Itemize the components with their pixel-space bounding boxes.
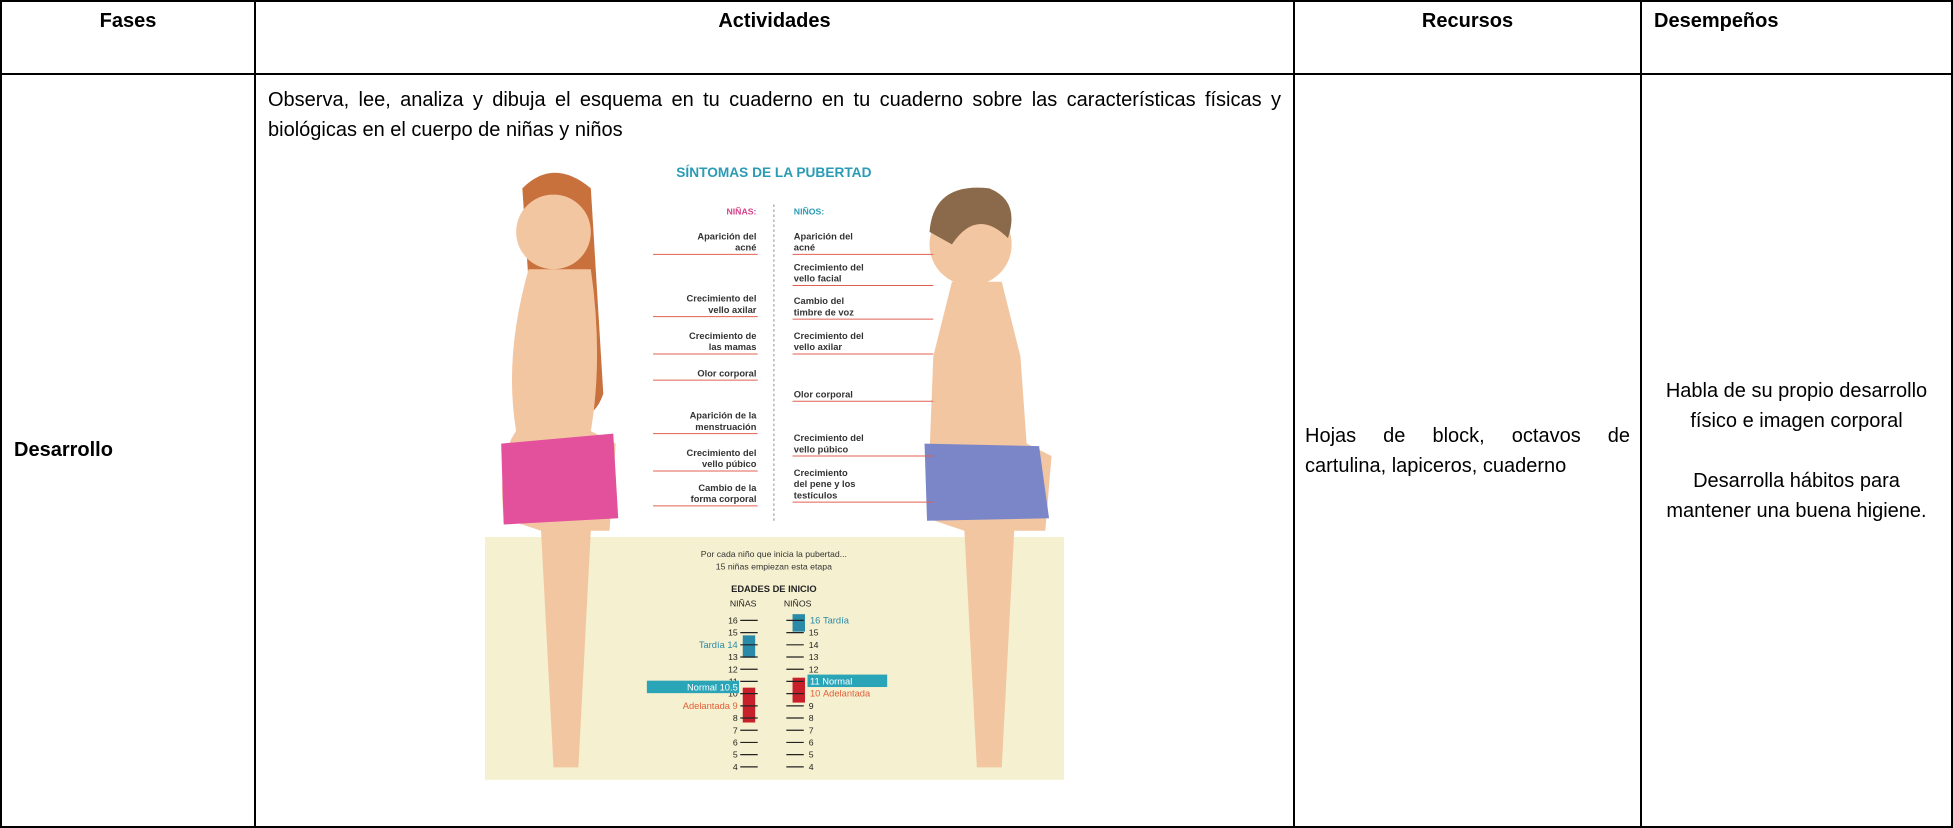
- infographic-title: SÍNTOMAS DE LA PUBERTAD: [676, 165, 871, 180]
- marker-box: [646, 680, 740, 694]
- boy-label: del pene y los: [794, 479, 856, 489]
- girl-label: acné: [735, 243, 756, 253]
- ages-note: 15 niñas empiezan esta etapa: [716, 561, 832, 571]
- girl-figure: [501, 172, 619, 768]
- marker-label: Adelantada: [823, 689, 871, 699]
- girl-label: Crecimiento del: [686, 294, 756, 304]
- age-label: 4: [733, 762, 738, 772]
- marker-box: [807, 674, 888, 688]
- marker-label: Normal: [687, 683, 717, 693]
- infographic: SÍNTOMAS DE LA PUBERTAD NIÑAS: NIÑOS: Apari…: [485, 157, 1064, 780]
- age-label: 15: [728, 628, 738, 638]
- girl-label: vello púbico: [702, 459, 757, 469]
- boy-label: Olor corporal: [794, 390, 853, 400]
- performance-cell: Habla de su propio desarrollo físico e i…: [1640, 73, 1953, 828]
- age-label: 15: [809, 628, 819, 638]
- girl-label: Cambio de la: [698, 483, 757, 493]
- age-label: 5: [733, 750, 738, 760]
- age-label: 4: [809, 762, 814, 772]
- age-label: 10: [728, 689, 738, 699]
- age-label: 9: [809, 701, 814, 711]
- boy-label: timbre de voz: [794, 307, 854, 317]
- boy-label: testículos: [794, 490, 838, 500]
- marker-age: 9: [733, 701, 738, 711]
- phase-cell: Desarrollo: [0, 73, 256, 828]
- ages-boys-heading: NIÑOS: [784, 599, 812, 609]
- ages-note: Por cada niño que inicia la pubertad...: [701, 549, 847, 559]
- activity-text: Observa, lee, analiza y dibuja el esquem…: [268, 89, 1281, 141]
- girl-age-marker: Normal 10.5: [687, 683, 738, 693]
- boy-label: vello axilar: [794, 342, 843, 352]
- age-label: 8: [733, 713, 738, 723]
- age-label: 6: [809, 738, 814, 748]
- boy-label: Crecimiento del: [794, 331, 864, 341]
- boy-age-marker: 10 Adelantada: [810, 689, 871, 699]
- marker-age: 10.5: [720, 683, 738, 693]
- girl-label: Olor corporal: [697, 368, 756, 378]
- header-cell: Actividades: [254, 0, 1295, 75]
- age-label: 12: [728, 664, 738, 674]
- age-label: 7: [809, 725, 814, 735]
- header-cell: Desempeños: [1640, 0, 1953, 75]
- girl-label: Aparición del: [697, 231, 756, 241]
- marker-age: 14: [727, 640, 737, 650]
- activity-cell: Observa, lee, analiza y dibuja el esquem…: [254, 73, 1295, 828]
- marker-age: 10: [810, 689, 820, 699]
- age-label: 16: [728, 616, 738, 626]
- girl-label: Crecimiento de: [689, 331, 756, 341]
- age-label: 12: [809, 664, 819, 674]
- age-label: 5: [809, 750, 814, 760]
- performance-text: Habla de su propio desarrollo físico e i…: [1665, 379, 1928, 432]
- boy-label: vello facial: [794, 274, 842, 284]
- marker-label: Adelantada: [683, 701, 731, 711]
- boy-age-marker: 11 Normal: [810, 677, 852, 687]
- boy-label: acné: [794, 243, 815, 253]
- girl-label: vello axilar: [708, 305, 757, 315]
- age-label: 6: [733, 738, 738, 748]
- ages-title: EDADES DE INICIO: [731, 584, 817, 594]
- marker-label: Tardía: [823, 616, 850, 626]
- age-label: 7: [733, 725, 738, 735]
- body-row: Desarrollo Observa, lee, analiza y dibuj…: [0, 73, 1953, 828]
- ages-girls-heading: NIÑAS: [730, 599, 757, 609]
- marker-age: 16: [810, 616, 820, 626]
- header-cell: Fases: [0, 0, 256, 75]
- boy-figure: [924, 187, 1052, 768]
- boy-label: vello púbico: [794, 444, 849, 454]
- marker-label: Tardía: [699, 640, 726, 650]
- age-label: 13: [809, 652, 819, 662]
- girl-age-marker: Tardía 14: [699, 640, 738, 650]
- age-label: 14: [809, 640, 819, 650]
- marker-age: 11: [810, 677, 820, 687]
- header-cell: Recursos: [1293, 0, 1642, 75]
- performance-text: Desarrolla hábitos para mantener una bue…: [1666, 469, 1927, 522]
- boy-age-marker: 16 Tardía: [810, 616, 850, 626]
- boy-label: Crecimiento del: [794, 263, 864, 273]
- age-label: 13: [728, 652, 738, 662]
- marker-label: Normal: [822, 677, 852, 687]
- resources-cell: Hojas de block, octavos de cartulina, la…: [1293, 73, 1642, 828]
- boy-label: Cambio del: [794, 296, 844, 306]
- boy-label: Aparición del: [794, 231, 853, 241]
- boy-label: Crecimiento del: [794, 433, 864, 443]
- girl-age-marker: Adelantada 9: [683, 701, 738, 711]
- header-row: Fases Actividades Recursos Desempeños: [0, 0, 1953, 75]
- girl-label: las mamas: [709, 342, 757, 352]
- boys-heading: NIÑOS:: [794, 206, 825, 216]
- age-label: 8: [809, 713, 814, 723]
- girl-label: forma corporal: [691, 494, 757, 504]
- age-bars: [742, 614, 806, 723]
- boy-label: Crecimiento: [794, 468, 848, 478]
- girl-label: menstruación: [695, 422, 756, 432]
- girls-heading: NIÑAS:: [726, 206, 756, 216]
- girl-label: Aparición de la: [690, 411, 758, 421]
- girl-label: Crecimiento del: [686, 448, 756, 458]
